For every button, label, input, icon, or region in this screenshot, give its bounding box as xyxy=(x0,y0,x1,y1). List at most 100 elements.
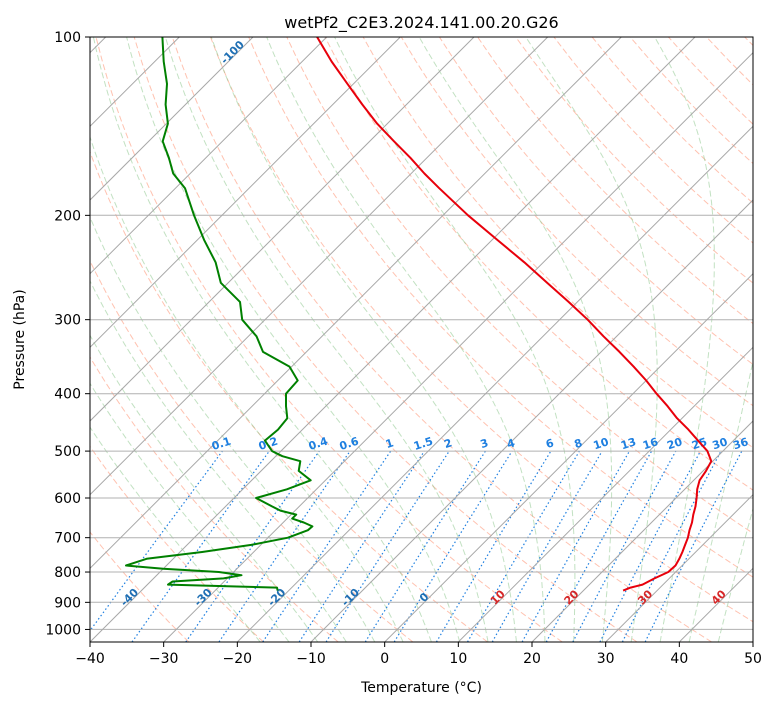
y-tick-label: 800 xyxy=(54,565,81,581)
isotherm-label: -100 xyxy=(218,38,247,67)
dry-adiabat xyxy=(706,37,753,86)
y-tick-label: 400 xyxy=(54,387,81,403)
isotherm-line xyxy=(384,272,753,642)
mixing-ratio-label: 10 xyxy=(592,435,611,452)
x-tick-label: −30 xyxy=(149,651,179,667)
isotherm-label: -10 xyxy=(339,586,362,609)
isotherm-line xyxy=(678,567,753,642)
y-tick-label: 500 xyxy=(54,444,81,460)
mixing-ratio-label: 2 xyxy=(442,436,453,451)
dry-adiabat xyxy=(95,37,563,642)
mixing-ratio-line xyxy=(325,450,450,642)
dry-adiabat xyxy=(90,150,488,642)
y-axis: 100 200 300 400 500 600 700 800 900 1000 xyxy=(45,30,90,638)
moist-adiabat xyxy=(688,358,753,642)
dry-adiabat xyxy=(210,37,753,623)
mixing-ratio-label: 6 xyxy=(544,436,556,451)
mixing-ratio-label: 16 xyxy=(641,435,660,452)
plot-frame xyxy=(89,36,754,643)
moist-adiabat xyxy=(90,334,319,642)
x-tick-label: 50 xyxy=(744,651,762,667)
moist-adiabat xyxy=(90,215,376,642)
moist-adiabat xyxy=(90,135,404,642)
moist-adiabat xyxy=(334,37,576,642)
moist-adiabat xyxy=(126,37,461,642)
x-tick-label: −10 xyxy=(296,651,326,667)
mixing-ratio-label: 0.6 xyxy=(338,434,361,452)
dry-adiabat xyxy=(90,259,414,642)
mixing-ratio-label: 30 xyxy=(711,435,730,452)
x-tick-label: 30 xyxy=(597,651,615,667)
mixing-ratio-line xyxy=(393,450,513,642)
mixing-ratio-label: 0.1 xyxy=(210,435,233,453)
mixing-ratio-line xyxy=(545,450,653,642)
isotherms xyxy=(90,37,753,642)
dry-adiabat xyxy=(90,356,339,642)
mixing-ratio-labels: 0.1 0.2 0.4 0.6 1 1.5 2 3 4 6 8 10 13 16 20 25 30 36 xyxy=(210,434,750,452)
dry-adiabat xyxy=(400,37,753,407)
mixing-ratio-label: 20 xyxy=(665,435,684,452)
x-tick-label: −40 xyxy=(75,651,105,667)
y-tick-label: 900 xyxy=(54,595,81,611)
isotherm-line xyxy=(90,37,475,422)
y-tick-label: 100 xyxy=(54,30,81,46)
x-tick-label: 20 xyxy=(523,651,541,667)
dry-adiabat xyxy=(171,37,712,642)
mixing-ratio-line xyxy=(572,450,677,642)
x-tick-label: 0 xyxy=(380,651,389,667)
mixing-ratio-label: 36 xyxy=(731,435,750,452)
mixing-ratio-line xyxy=(90,450,223,632)
mixing-ratio-label: 4 xyxy=(505,436,517,451)
x-tick-label: 40 xyxy=(670,651,688,667)
moist-adiabat xyxy=(525,37,658,642)
dewpoint-line xyxy=(125,37,314,591)
moist-adiabat xyxy=(210,37,517,642)
isotherm-line xyxy=(310,199,753,642)
isotherm-line xyxy=(605,493,753,642)
x-axis: −40 −30 −20 −10 0 10 20 30 40 50 xyxy=(75,642,762,667)
dry-adiabat xyxy=(90,445,264,642)
mixing-ratio-line xyxy=(298,450,425,642)
mixing-ratio-line xyxy=(521,450,631,642)
mixing-ratio-line xyxy=(262,450,392,642)
moist-adiabat xyxy=(90,426,261,642)
mixing-ratio-lines xyxy=(90,450,743,642)
y-tick-label: 600 xyxy=(54,491,81,507)
isotherm-label: 40 xyxy=(709,587,729,607)
moist-adiabat xyxy=(92,37,432,642)
mixing-ratio-label: 8 xyxy=(573,436,584,451)
isotherm-line xyxy=(457,346,753,642)
dry-adiabat xyxy=(744,37,753,47)
moist-adiabat xyxy=(164,37,489,642)
mixing-ratio-label: 0.4 xyxy=(307,434,330,452)
y-tick-label: 200 xyxy=(54,208,81,224)
isotherm-line xyxy=(163,51,753,642)
isotherm-line xyxy=(90,37,696,642)
x-tick-label: 10 xyxy=(449,651,467,667)
moist-adiabat xyxy=(90,382,290,642)
y-tick-label: 1000 xyxy=(45,622,81,638)
sounding-profiles xyxy=(125,37,713,592)
y-axis-title: Pressure (hPa) xyxy=(12,289,28,389)
dry-adiabat xyxy=(90,531,190,642)
isotherm-line xyxy=(90,37,549,496)
x-axis-title: Temperature (°C) xyxy=(360,680,482,696)
isotherm-line xyxy=(90,37,401,349)
y-tick-label: 300 xyxy=(54,313,81,329)
temperature-line xyxy=(316,37,713,592)
dry-adiabat xyxy=(515,37,753,284)
dry-adiabat xyxy=(477,37,753,325)
dry-adiabats xyxy=(90,37,753,642)
moist-adiabat xyxy=(266,37,546,642)
isotherm-line xyxy=(90,37,328,275)
mixing-ratio-label: 1 xyxy=(384,436,395,451)
mixing-ratio-label: 13 xyxy=(619,435,638,452)
isotherm-line xyxy=(90,37,622,570)
mixing-ratio-label: 3 xyxy=(479,436,490,451)
x-tick-label: −20 xyxy=(223,651,253,667)
moist-adiabats xyxy=(90,37,753,642)
isotherm-label: 30 xyxy=(635,587,655,607)
moist-adiabat xyxy=(717,506,753,642)
mixing-ratio-label: 1.5 xyxy=(412,435,435,453)
